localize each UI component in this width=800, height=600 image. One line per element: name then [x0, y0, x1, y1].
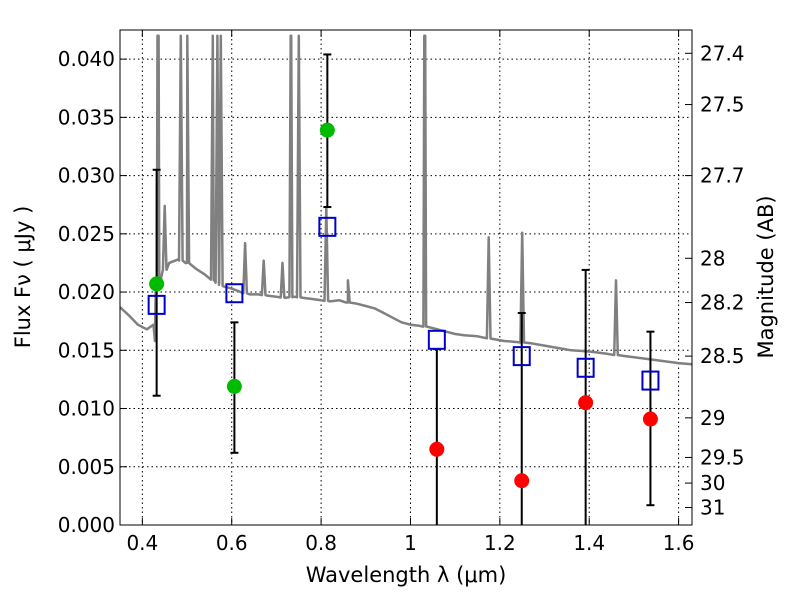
- magnitude-tick-label: 28.2: [700, 291, 745, 315]
- y-tick-label: 0.035: [58, 105, 115, 129]
- model-square: [427, 329, 446, 350]
- x-tick-label: 0.4: [126, 531, 158, 555]
- tick-labels: 0.4 0.6 0.8 1 1.2 1.4 1.6 0.000 0.005 0.010 0.015 0…: [58, 41, 745, 555]
- y2-axis-label: Magnitude (AB): [754, 195, 778, 358]
- y-tick-label: 0.025: [58, 222, 115, 246]
- model-square: [576, 357, 595, 378]
- magnitude-tick-label: 29.5: [700, 445, 745, 469]
- data-point: [226, 378, 242, 394]
- axis-ticks: [120, 30, 692, 526]
- magnitude-tick-label: 27.5: [700, 93, 745, 117]
- model-square: [641, 370, 660, 391]
- y-axis-label: Flux Fν ( μJy ): [11, 206, 35, 349]
- magnitude-tick-label: 30: [700, 471, 725, 495]
- grid-lines: [120, 30, 692, 526]
- y-tick-label: 0.015: [58, 338, 115, 362]
- model-square: [147, 294, 166, 315]
- model-square: [512, 346, 531, 367]
- x-tick-label: 1.6: [663, 531, 695, 555]
- magnitude-tick-label: 27.7: [700, 164, 745, 188]
- error-bars: [152, 53, 655, 525]
- y-tick-label: 0.005: [58, 455, 115, 479]
- plot-frame: [119, 29, 693, 526]
- x-tick-label: 1.4: [573, 531, 605, 555]
- x-axis-label: Wavelength λ (μm): [306, 563, 507, 587]
- data-point: [514, 473, 530, 489]
- data-point: [429, 441, 445, 457]
- y-tick-label: 0.040: [58, 47, 115, 71]
- y-tick-label: 0.030: [58, 164, 115, 188]
- x-tick-label: 0.6: [216, 531, 248, 555]
- y-tick-label: 0.010: [58, 397, 115, 421]
- magnitude-tick-label: 27.4: [700, 41, 745, 65]
- x-tick-label: 0.8: [305, 531, 337, 555]
- y-tick-label: 0.000: [58, 513, 115, 537]
- y-tick-label: 0.020: [58, 280, 115, 304]
- magnitude-tick-label: 29: [700, 406, 725, 430]
- data-point: [149, 276, 165, 292]
- spectrum-layer: [119, 34, 693, 366]
- x-tick-label: 1.2: [484, 531, 516, 555]
- x-tick-label: 1: [404, 531, 417, 555]
- data-markers: [149, 122, 658, 489]
- magnitude-tick-label: 28.5: [700, 344, 745, 368]
- magnitude-tick-label: 28: [700, 246, 725, 270]
- magnitude-tick-label: 31: [700, 496, 725, 520]
- spectrum-line: [119, 34, 693, 366]
- model-squares: [147, 216, 660, 391]
- model-square: [318, 216, 337, 237]
- data-point: [642, 411, 658, 427]
- model-square: [225, 283, 244, 304]
- data-point: [319, 122, 335, 138]
- data-point: [578, 395, 594, 411]
